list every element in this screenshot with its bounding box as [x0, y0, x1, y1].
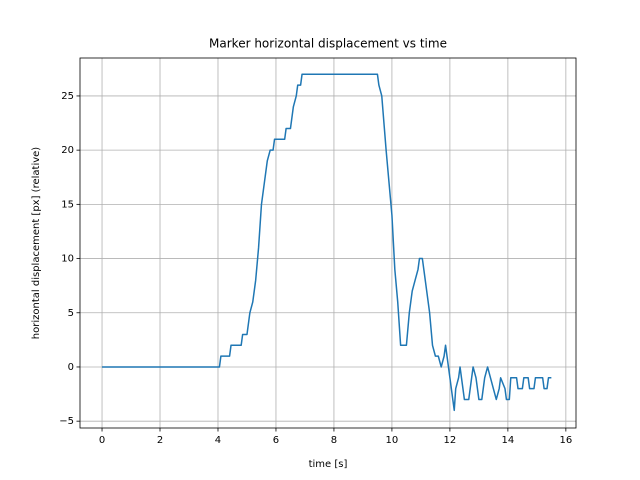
x-tick-label: 12: [444, 435, 457, 446]
x-tick-label: 6: [273, 435, 279, 446]
y-tick-label: 10: [61, 254, 74, 265]
axes-frame: [79, 57, 577, 429]
chart-title: Marker horizontal displacement vs time: [209, 37, 447, 51]
y-tick-label: 20: [61, 145, 74, 156]
x-tick-label: 0: [99, 435, 105, 446]
x-tick-label: 16: [559, 435, 572, 446]
y-tick-label: 25: [61, 91, 74, 102]
y-tick-label: −5: [59, 416, 74, 427]
x-axis-label: time [s]: [309, 459, 348, 470]
data-line: [102, 73, 552, 412]
x-tick-label: 14: [502, 435, 515, 446]
x-tick-label: 2: [157, 435, 163, 446]
plot: [102, 73, 552, 412]
x-tick-label: 4: [215, 435, 221, 446]
y-tick-label: 0: [68, 362, 74, 373]
x-tick-label: 10: [386, 435, 399, 446]
x-tick-label: 8: [331, 435, 337, 446]
y-axis-label: horizontal displacement [px] (relative): [31, 147, 42, 339]
y-tick-label: 15: [61, 199, 74, 210]
y-tick-label: 5: [68, 308, 74, 319]
